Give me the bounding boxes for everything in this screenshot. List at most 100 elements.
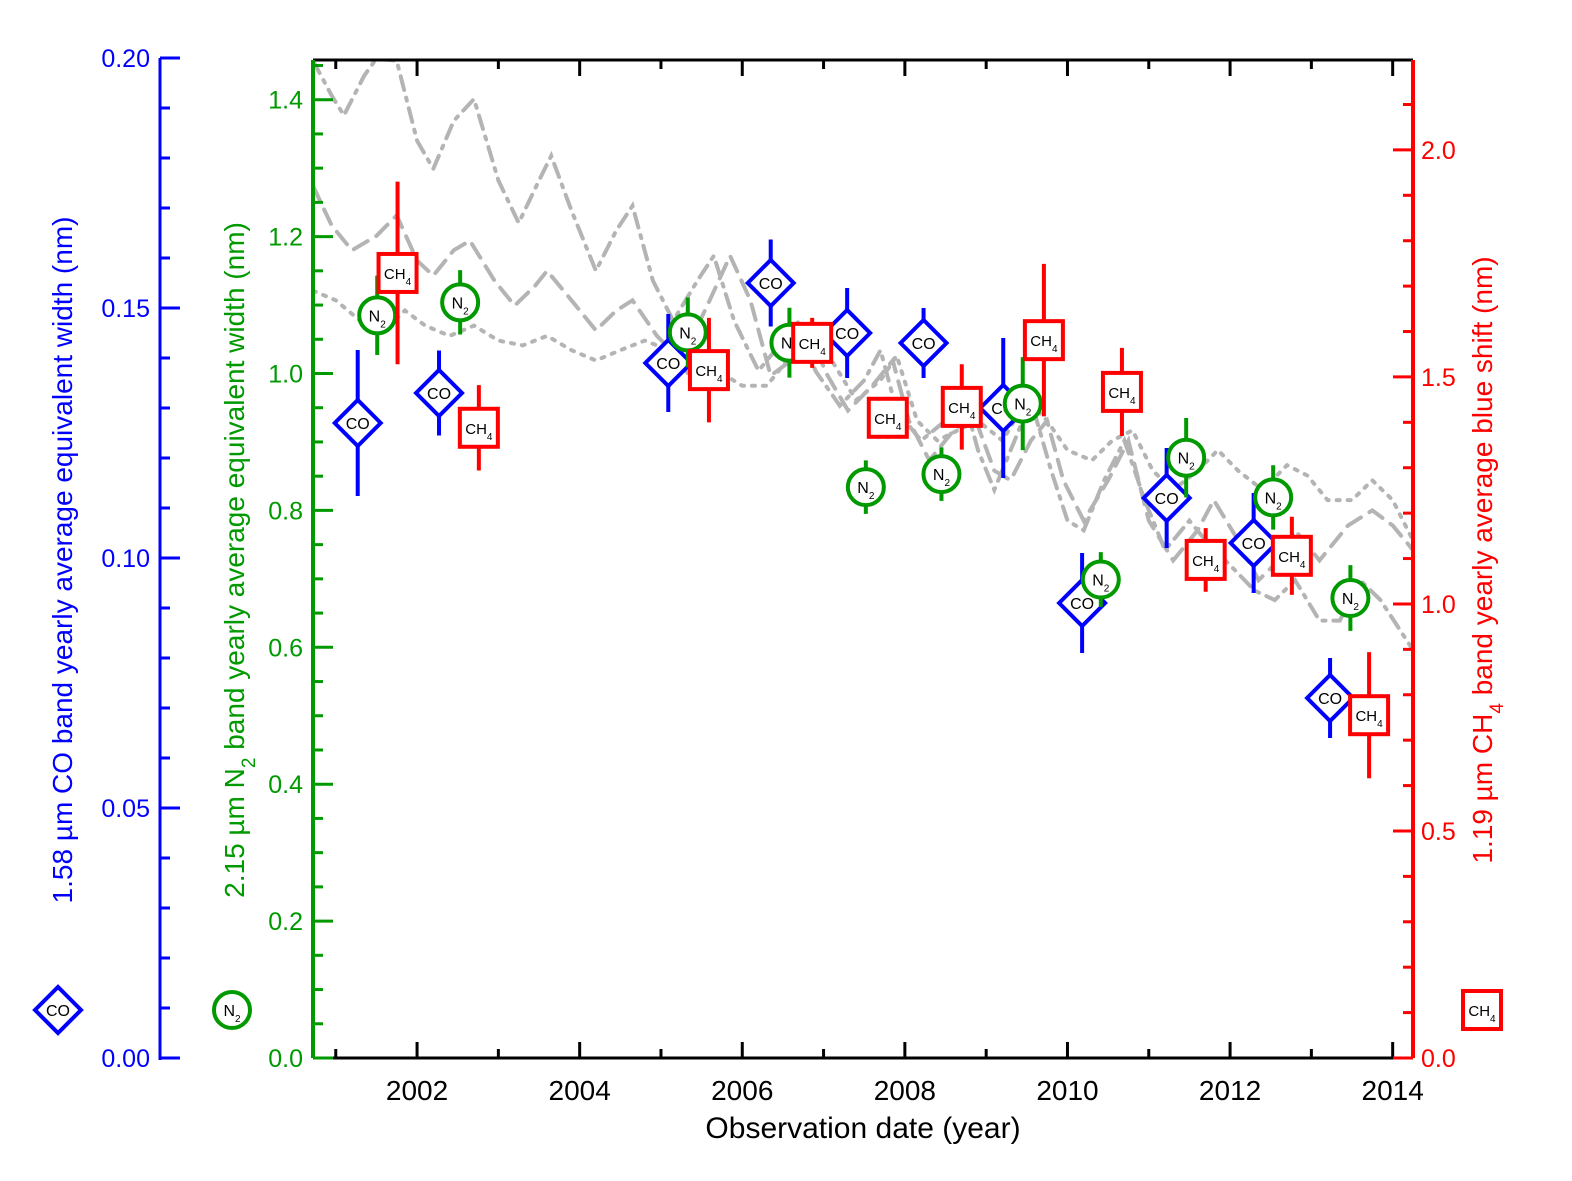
circle-marker — [1330, 578, 1371, 619]
marker-label: CO — [912, 336, 936, 353]
marker-subscript: 2 — [1189, 461, 1195, 472]
marker-text: N — [223, 1003, 235, 1020]
data-point-ch4: CH4 — [1348, 694, 1391, 737]
marker-label: N2 — [223, 1003, 241, 1025]
diamond-marker — [1140, 472, 1193, 524]
data-point-n2: N2 — [845, 467, 886, 508]
marker-subscript: 4 — [1052, 344, 1058, 355]
data-point-n2: N2 — [1166, 437, 1207, 478]
square-marker — [457, 406, 500, 449]
marker-text: CO — [427, 386, 451, 403]
marker-subscript: 4 — [1300, 559, 1306, 570]
ch4-tick-label: 2.0 — [1421, 137, 1456, 165]
marker-subscript: 4 — [406, 276, 412, 287]
square-marker — [1348, 694, 1391, 737]
marker-text: CO — [912, 336, 936, 353]
marker-subscript: 4 — [1490, 1014, 1496, 1025]
data-point-ch4: CH4 — [791, 321, 834, 364]
marker-subscript: 4 — [1377, 719, 1383, 730]
marker-text: CH — [1278, 549, 1300, 566]
marker-subscript: 2 — [380, 319, 386, 330]
x-tick-label: 2014 — [1362, 1075, 1424, 1106]
marker-label: N2 — [1014, 397, 1032, 419]
circle-marker — [1166, 437, 1207, 478]
x-tick-label: 2004 — [549, 1075, 611, 1106]
diamond-marker — [331, 397, 384, 449]
marker-label: N2 — [452, 295, 470, 317]
marker-text: CH — [1468, 1003, 1490, 1020]
marker-text: N — [452, 295, 464, 312]
legend-ch4: CH4 — [1461, 989, 1503, 1031]
data-point-ch4: CH4 — [457, 406, 500, 449]
n2-tick-label: 0.2 — [268, 908, 303, 936]
marker-label: CO — [346, 416, 370, 433]
circle-marker — [1253, 477, 1294, 518]
data-point-ch4: CH4 — [1270, 534, 1313, 577]
marker-subscript: 4 — [896, 421, 902, 432]
diamond-marker — [744, 257, 797, 309]
data-point-ch4: CH4 — [1184, 538, 1227, 581]
marker-text: N — [369, 308, 381, 325]
data-point-ch4: CH4 — [940, 385, 983, 428]
data-point-co: CO — [413, 367, 465, 419]
marker-text: CH — [384, 266, 406, 283]
square-marker — [1100, 370, 1143, 413]
marker-text: CO — [759, 276, 783, 293]
marker-subscript: 4 — [820, 346, 826, 357]
marker-text: CO — [1070, 596, 1094, 613]
marker-text: CO — [1242, 536, 1266, 553]
circle-marker — [921, 454, 962, 495]
data-point-n2: N2 — [440, 282, 481, 323]
marker-label: CH4 — [1030, 333, 1058, 355]
ch4-tick-label: 1.0 — [1421, 591, 1456, 619]
marker-subscript: 4 — [970, 410, 976, 421]
data-point-n2: N2 — [1080, 559, 1121, 600]
marker-text: CH — [695, 363, 717, 380]
marker-text: CH — [465, 421, 487, 438]
square-marker — [940, 385, 983, 428]
co-tick-label: 0.10 — [101, 545, 150, 573]
square-marker — [1270, 534, 1313, 577]
marker-label: CH4 — [695, 363, 723, 385]
marker-subscript: 2 — [869, 491, 875, 502]
marker-subscript: 4 — [1130, 395, 1136, 406]
co-tick-label: 0.20 — [101, 45, 150, 73]
marker-text: CH — [874, 411, 896, 428]
data-point-n2: N2 — [357, 295, 398, 336]
data-point-co: CO — [1140, 472, 1193, 524]
data-point-co: CO — [331, 397, 384, 449]
label-part: 2.15 µm N — [219, 768, 250, 898]
ch4-axis-label: 1.19 µm CH4 band yearly average blue shi… — [1467, 256, 1508, 863]
marker-subscript: 2 — [944, 478, 950, 489]
marker-text: N — [1342, 591, 1354, 608]
marker-label: CO — [656, 356, 680, 373]
marker-label: CO — [1242, 536, 1266, 553]
n2-tick-label: 1.4 — [268, 87, 303, 115]
marker-label: N2 — [857, 480, 875, 502]
marker-label: CH4 — [384, 266, 412, 288]
data-point-ch4: CH4 — [1022, 319, 1065, 362]
data-point-n2: N2 — [921, 454, 962, 495]
n2-tick-label: 0.6 — [268, 634, 303, 662]
label-subscript: 2 — [239, 758, 260, 769]
n2-axis-label: 2.15 µm N2 band yearly average equivalen… — [219, 222, 260, 898]
square-marker — [1022, 319, 1065, 362]
marker-subscript: 2 — [1104, 583, 1110, 594]
marker-subscript: 2 — [1026, 407, 1032, 418]
diamond-marker — [32, 984, 84, 1036]
marker-label: CH4 — [948, 400, 976, 422]
circle-marker — [667, 312, 708, 353]
x-tick-label: 2012 — [1199, 1075, 1261, 1106]
data-point-n2: N2 — [1253, 477, 1294, 518]
marker-label: N2 — [933, 467, 951, 489]
data-point-co: CO — [744, 257, 797, 309]
x-tick-label: 2008 — [874, 1075, 936, 1106]
label-subscript: 4 — [1487, 703, 1508, 714]
marker-label: N2 — [369, 308, 387, 330]
marker-label: CH4 — [1108, 385, 1136, 407]
marker-label: N2 — [1092, 573, 1110, 595]
marker-label: CO — [46, 1003, 70, 1020]
marker-label: N2 — [1265, 490, 1283, 512]
x-axis-label: Observation date (year) — [705, 1112, 1020, 1145]
